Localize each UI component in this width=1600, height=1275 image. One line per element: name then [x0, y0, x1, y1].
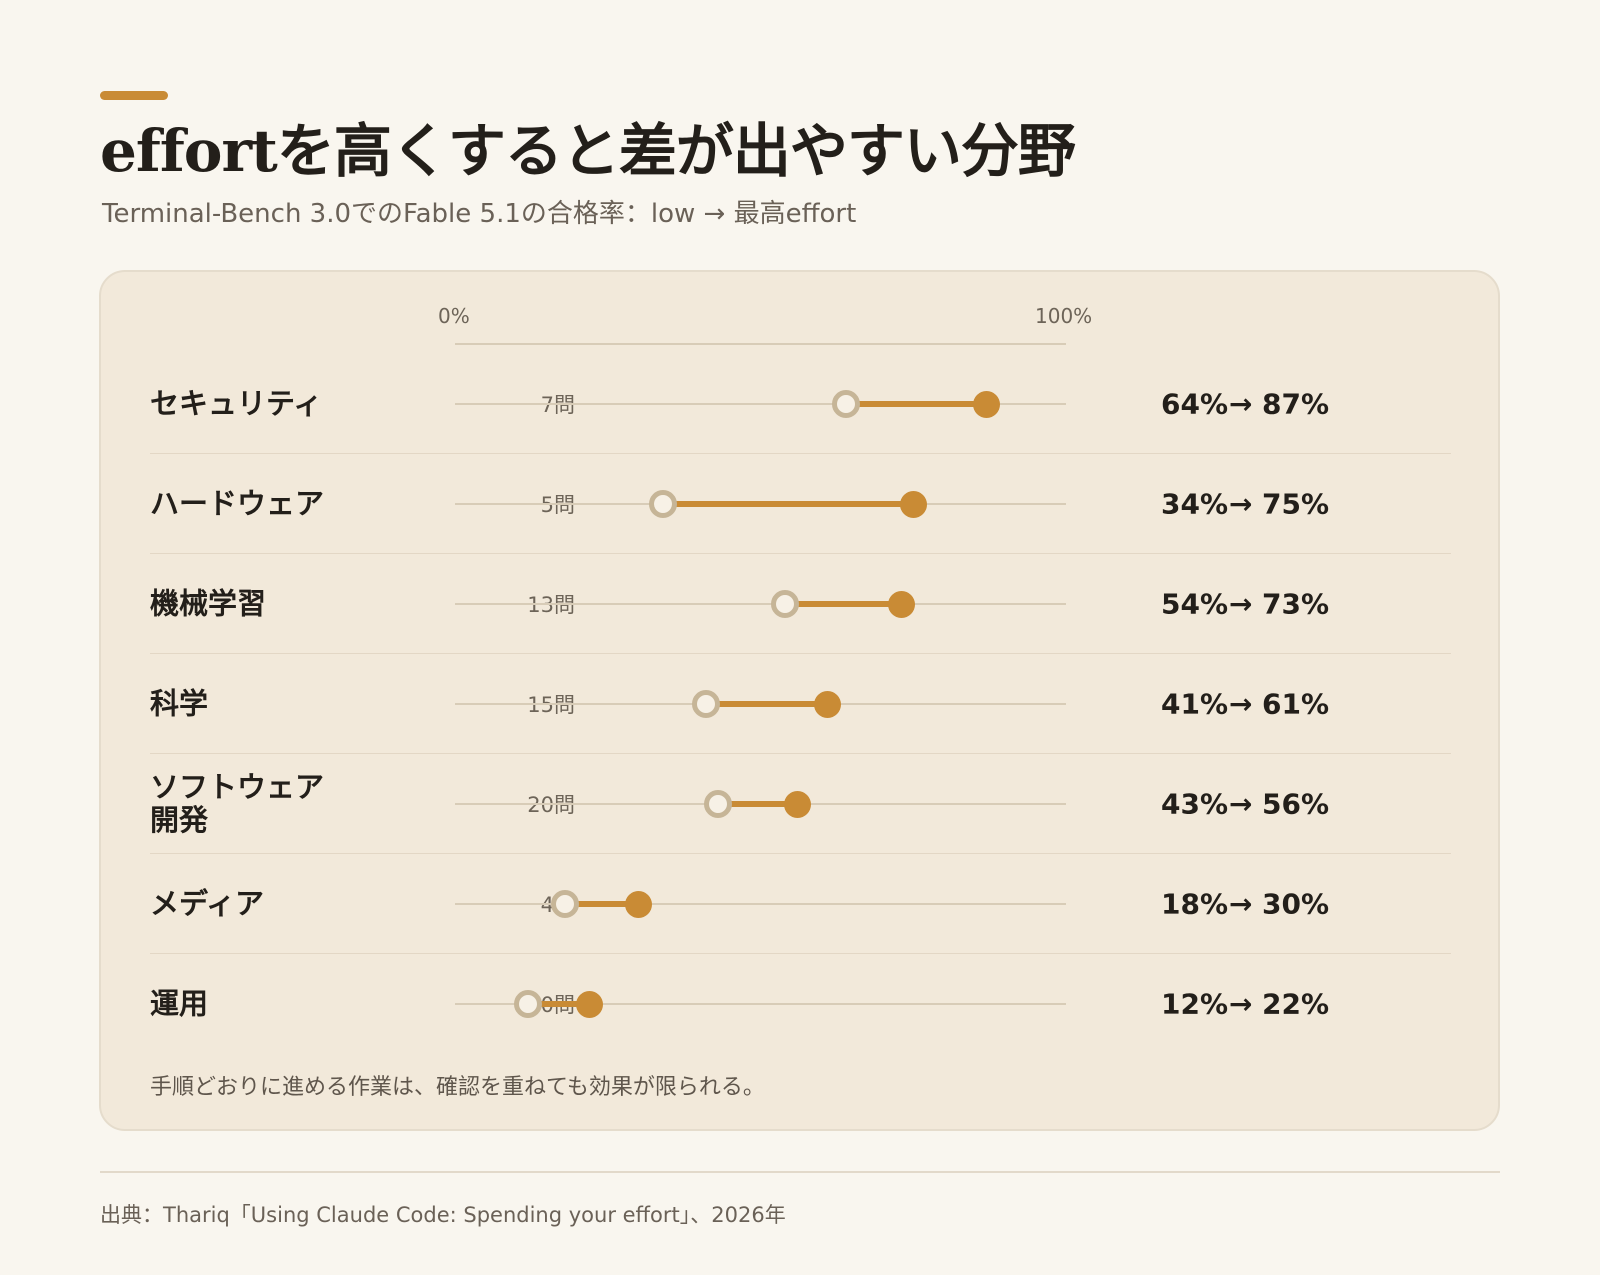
- low-value-label: 41%: [1161, 687, 1229, 721]
- question-count: 20問: [527, 793, 575, 817]
- arrow-label: →: [1229, 887, 1253, 921]
- question-count: 5問: [540, 493, 575, 517]
- chart-row: ハードウェア 5問 34% → 75%: [150, 454, 1451, 554]
- arrow-label: →: [1229, 687, 1253, 721]
- row-divider: [150, 453, 1451, 454]
- high-value-label: 56%: [1262, 787, 1330, 821]
- chart-row: セキュリティ 7問 64% → 87%: [150, 354, 1451, 454]
- low-effort-marker: [691, 690, 720, 718]
- high-value-label: 61%: [1262, 687, 1330, 721]
- question-count: 13問: [527, 593, 575, 617]
- low-value-label: 54%: [1161, 587, 1229, 621]
- low-effort-marker: [648, 490, 677, 518]
- high-value-label: 87%: [1262, 387, 1330, 421]
- range-bar: [528, 1001, 590, 1007]
- arrow-label: →: [1229, 387, 1253, 421]
- page-title: effortを高くすると差が出やすい分野: [100, 117, 1076, 185]
- row-track: [455, 590, 1066, 618]
- high-value-label: 22%: [1262, 987, 1330, 1021]
- row-divider: [150, 553, 1451, 554]
- high-value-label: 30%: [1262, 887, 1330, 921]
- page-subtitle: Terminal-Bench 3.0でのFable 5.1の合格率：low → …: [102, 199, 857, 229]
- low-effort-marker: [550, 890, 579, 918]
- arrow-label: →: [1229, 487, 1253, 521]
- arrow-label: →: [1229, 987, 1253, 1021]
- low-effort-marker: [770, 590, 799, 618]
- x-axis-line: [455, 343, 1066, 345]
- row-track: [455, 990, 1066, 1018]
- arrow-label: →: [1229, 787, 1253, 821]
- row-divider: [150, 953, 1451, 954]
- category-label: ソフトウェア 開発: [150, 770, 325, 837]
- row-divider: [150, 753, 1451, 754]
- low-effort-marker: [832, 390, 861, 418]
- low-value-label: 64%: [1161, 387, 1229, 421]
- range-bar: [717, 801, 798, 807]
- title-accent-bar: [100, 91, 168, 100]
- low-value-label: 34%: [1161, 487, 1229, 521]
- low-effort-marker: [703, 790, 732, 818]
- max-effort-marker: [973, 390, 1001, 418]
- range-bar: [705, 701, 828, 707]
- chart-row: 運用10問12%→22%: [150, 954, 1451, 1054]
- category-label: 科学: [150, 686, 209, 721]
- low-value-label: 12%: [1161, 987, 1229, 1021]
- category-label: 運用: [150, 986, 209, 1021]
- chart-row: メディア4問18%→30%: [150, 854, 1451, 954]
- source-citation: 出典：Thariq「Using Claude Code: Spending yo…: [100, 1203, 786, 1227]
- high-value-label: 75%: [1262, 487, 1330, 521]
- range-bar: [846, 401, 987, 407]
- max-effort-marker: [899, 490, 927, 518]
- chart-card: [99, 270, 1500, 1131]
- range-bar: [784, 601, 902, 607]
- category-label: セキュリティ: [150, 386, 323, 421]
- category-label: メディア: [150, 886, 264, 921]
- row-track: [455, 790, 1066, 818]
- max-effort-marker: [624, 890, 652, 918]
- footer-divider: [100, 1171, 1500, 1173]
- chart-row: ソフトウェア 開発 20問 43% → 56%: [150, 754, 1451, 854]
- low-value-label: 43%: [1161, 787, 1229, 821]
- low-value-label: 18%: [1161, 887, 1229, 921]
- arrow-label: →: [1229, 587, 1253, 621]
- chart-row: 科学 15問 41% → 61%: [150, 654, 1451, 754]
- chart-row: 機械学習 13問 54% → 73%: [150, 554, 1451, 654]
- x-axis-tick-100: 100%: [1035, 304, 1093, 328]
- range-bar: [564, 901, 639, 907]
- row-track: [455, 690, 1066, 718]
- max-effort-marker: [814, 690, 842, 718]
- row-track: [455, 390, 1066, 418]
- range-bar: [662, 501, 914, 507]
- question-count: 7問: [540, 393, 575, 417]
- x-axis-tick-0: 0%: [438, 304, 470, 328]
- low-effort-marker: [514, 990, 543, 1018]
- row-divider: [150, 653, 1451, 654]
- category-label: 機械学習: [150, 586, 267, 621]
- high-value-label: 73%: [1262, 587, 1330, 621]
- row-track: [455, 490, 1066, 518]
- max-effort-marker: [887, 590, 915, 618]
- max-effort-marker: [783, 790, 811, 818]
- category-label: ハードウェア: [150, 486, 325, 521]
- question-count: 15問: [527, 693, 575, 717]
- max-effort-marker: [575, 990, 603, 1018]
- row-divider: [150, 853, 1451, 854]
- chart-note: 手順どおりに進める作業は、確認を重ねても効果が限られる。: [150, 1075, 765, 1100]
- row-track: [455, 890, 1066, 918]
